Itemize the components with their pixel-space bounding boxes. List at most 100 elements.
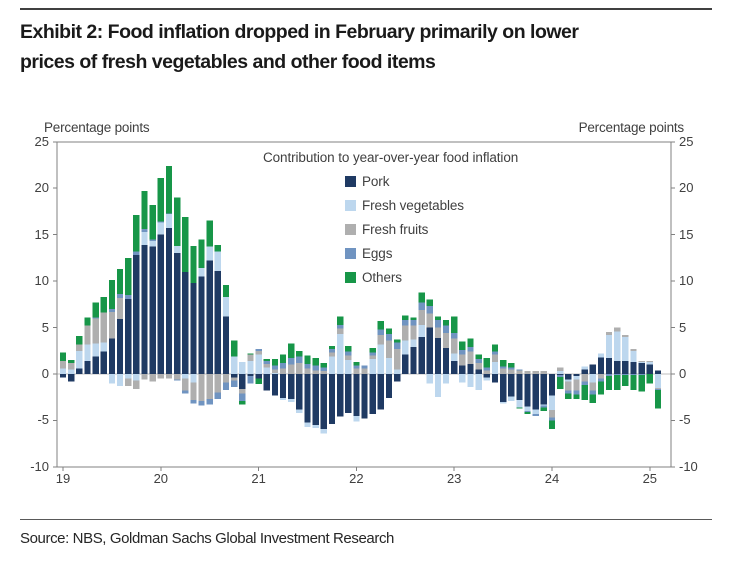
y-tick-label-left: -5 bbox=[37, 412, 49, 428]
y-tick-label-right: 0 bbox=[679, 366, 687, 381]
bar-segment bbox=[589, 374, 596, 383]
bar-segment bbox=[304, 363, 311, 369]
bar-segment bbox=[100, 351, 107, 374]
bar-segment bbox=[173, 253, 181, 374]
bar-segment bbox=[459, 374, 466, 383]
legend-item-label: Eggs bbox=[362, 245, 393, 261]
bar-segment bbox=[182, 390, 189, 394]
bar-segment bbox=[190, 400, 197, 404]
bar-segment bbox=[573, 394, 580, 400]
y-axis-unit-right: Percentage points bbox=[578, 120, 685, 135]
bar-segment bbox=[296, 409, 303, 414]
bar-segment bbox=[483, 377, 490, 381]
bar-segment bbox=[345, 346, 352, 352]
bar-segment bbox=[491, 374, 499, 383]
bar-segment bbox=[214, 392, 221, 400]
bar-segment bbox=[614, 374, 621, 375]
bar-segment bbox=[328, 352, 336, 357]
bar-segment bbox=[141, 374, 148, 380]
bar-segment bbox=[451, 333, 458, 339]
bar-segment bbox=[100, 342, 107, 352]
bar-segment bbox=[475, 354, 482, 360]
y-tick-label-left: 0 bbox=[41, 366, 49, 381]
bar-segment bbox=[59, 360, 67, 369]
bar-segment bbox=[540, 374, 547, 405]
bar-segment bbox=[239, 400, 246, 405]
bar-segment bbox=[336, 316, 344, 325]
bar-segment bbox=[76, 368, 83, 374]
bar-segment bbox=[402, 354, 409, 374]
bar-segment bbox=[247, 353, 254, 355]
bar-segment bbox=[508, 362, 515, 368]
bar-segment bbox=[247, 354, 254, 361]
bar-segment bbox=[320, 367, 327, 372]
bar-segment bbox=[328, 356, 336, 374]
y-tick-label-right: -10 bbox=[679, 458, 698, 474]
bar-segment bbox=[288, 364, 295, 374]
bar-segment bbox=[288, 343, 295, 359]
bar-segment bbox=[271, 369, 279, 374]
bar-segment bbox=[394, 348, 401, 370]
bar-segment bbox=[320, 374, 327, 429]
bar-segment bbox=[76, 350, 83, 369]
bar-segment bbox=[426, 327, 433, 374]
bar-segment bbox=[239, 374, 246, 389]
legend-items: Pork Fresh vegetables Fresh fruits Eggs Othe… bbox=[345, 174, 518, 285]
bar-segment bbox=[418, 336, 425, 374]
bar-segment bbox=[499, 368, 507, 374]
bar-segment bbox=[483, 367, 490, 371]
bar-segment bbox=[108, 308, 116, 312]
bar-segment bbox=[377, 329, 384, 335]
bar-segment bbox=[361, 374, 368, 419]
bar-segment bbox=[646, 361, 653, 365]
bar-segment bbox=[475, 374, 482, 390]
bar-segment bbox=[418, 324, 425, 337]
bar-segment bbox=[499, 360, 507, 367]
bar-segment bbox=[271, 373, 279, 374]
bar-segment bbox=[84, 325, 91, 345]
bar-segment bbox=[222, 284, 230, 297]
bar-segment bbox=[451, 353, 458, 361]
bar-segment bbox=[410, 339, 417, 348]
bar-segment bbox=[524, 371, 531, 374]
bar-segment bbox=[410, 325, 417, 340]
bar-segment bbox=[173, 379, 181, 381]
bar-segment bbox=[622, 336, 629, 361]
bar-segment bbox=[491, 354, 499, 362]
bar-segment bbox=[353, 368, 360, 374]
bar-segment bbox=[402, 325, 409, 341]
bar-segment bbox=[589, 364, 596, 374]
bar-segment bbox=[190, 382, 197, 401]
bar-segment bbox=[654, 389, 662, 409]
bar-segment bbox=[255, 348, 262, 351]
bar-segment bbox=[654, 374, 662, 388]
bar-segment bbox=[434, 327, 442, 338]
bar-segment bbox=[361, 368, 368, 374]
bar-segment bbox=[614, 331, 621, 361]
bar-segment bbox=[328, 346, 336, 349]
bar-segment bbox=[426, 299, 433, 307]
bar-segment bbox=[385, 358, 393, 374]
bar-segment bbox=[312, 365, 319, 371]
bar-segment bbox=[597, 378, 605, 382]
bar-segment bbox=[288, 358, 295, 365]
bar-segment bbox=[475, 359, 482, 363]
bar-segment bbox=[605, 375, 613, 390]
bar-segment bbox=[548, 374, 556, 396]
bar-segment bbox=[369, 374, 376, 414]
bar-segment bbox=[410, 347, 417, 374]
bar-segment bbox=[467, 351, 474, 364]
bar-segment bbox=[149, 246, 156, 374]
bar-segment bbox=[214, 251, 221, 271]
bar-segment bbox=[214, 270, 221, 374]
bar-segment bbox=[573, 379, 580, 391]
bar-segment bbox=[654, 370, 662, 374]
bar-segment bbox=[532, 374, 539, 410]
bar-segment bbox=[279, 362, 287, 369]
bar-segment bbox=[638, 360, 645, 362]
bar-segment bbox=[206, 220, 213, 247]
bar-segment bbox=[499, 401, 507, 404]
chart-legend: Contribution to year-over-year food infl… bbox=[263, 150, 518, 294]
bar-segment bbox=[141, 244, 148, 374]
bar-segment bbox=[288, 374, 295, 400]
